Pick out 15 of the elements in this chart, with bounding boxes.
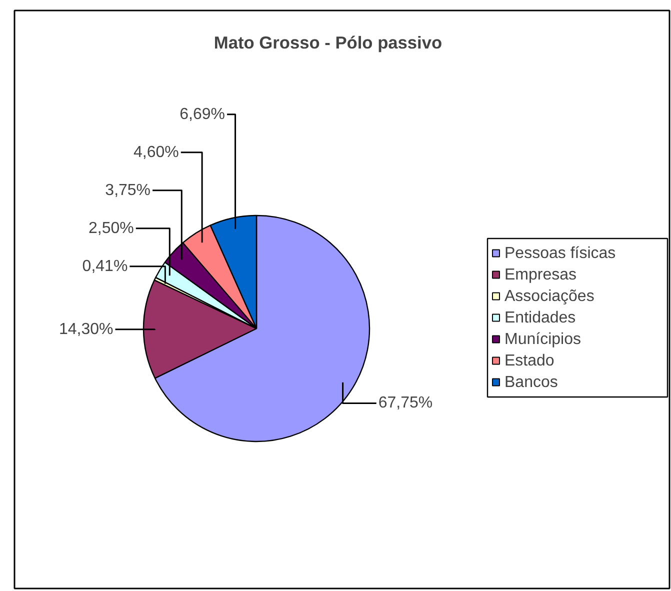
data-label: 0,41%	[82, 258, 128, 275]
data-label: 4,60%	[134, 144, 179, 161]
data-label: 67,75%	[378, 394, 433, 412]
data-label: 14,30%	[58, 320, 114, 338]
legend-label: Munícipios	[504, 330, 581, 348]
legend-label: Empresas	[504, 266, 577, 284]
legend-label: Estado	[504, 352, 554, 370]
legend-label: Entidades	[504, 309, 576, 326]
data-label: 3,75%	[105, 182, 151, 199]
legend-label: Associações	[504, 288, 594, 305]
legend-label: Pessoas físicas	[504, 244, 616, 262]
chart-title: Mato Grosso - Pólo passivo	[214, 32, 442, 52]
legend-label: Bancos	[504, 374, 558, 391]
data-label: 2,50%	[88, 220, 134, 237]
data-label: 6,69%	[180, 106, 226, 123]
